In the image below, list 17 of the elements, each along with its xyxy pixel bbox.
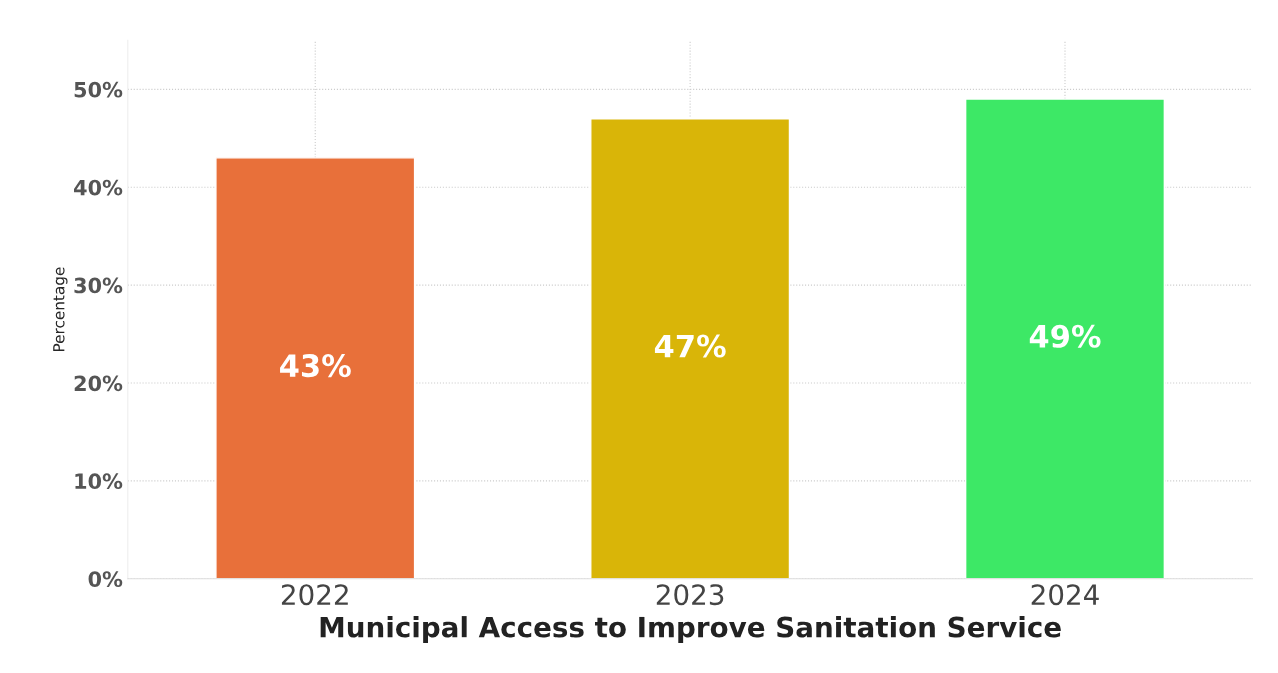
y-tick-label: 30% [74, 277, 123, 294]
data-label: 49% [1029, 324, 1101, 348]
x-tick-label: 2022 [281, 584, 348, 606]
y-tick-label: 40% [74, 179, 123, 196]
y-tick-label: 50% [74, 81, 123, 98]
x-tick-label: 2024 [1031, 584, 1099, 606]
y-tick-label: 10% [75, 473, 123, 490]
x-tick-label: 2023 [656, 584, 724, 606]
y-axis-title: Percentage [53, 267, 68, 352]
y-tick-label: 0% [88, 571, 123, 587]
bar [215, 157, 416, 579]
y-tick-label: 20% [74, 375, 123, 392]
data-label: 43% [280, 354, 351, 378]
bar [964, 98, 1166, 579]
x-axis-title: Municipal Access to Improve Sanitation Service [320, 616, 1061, 643]
bar [590, 117, 791, 579]
data-label: 47% [654, 334, 726, 358]
